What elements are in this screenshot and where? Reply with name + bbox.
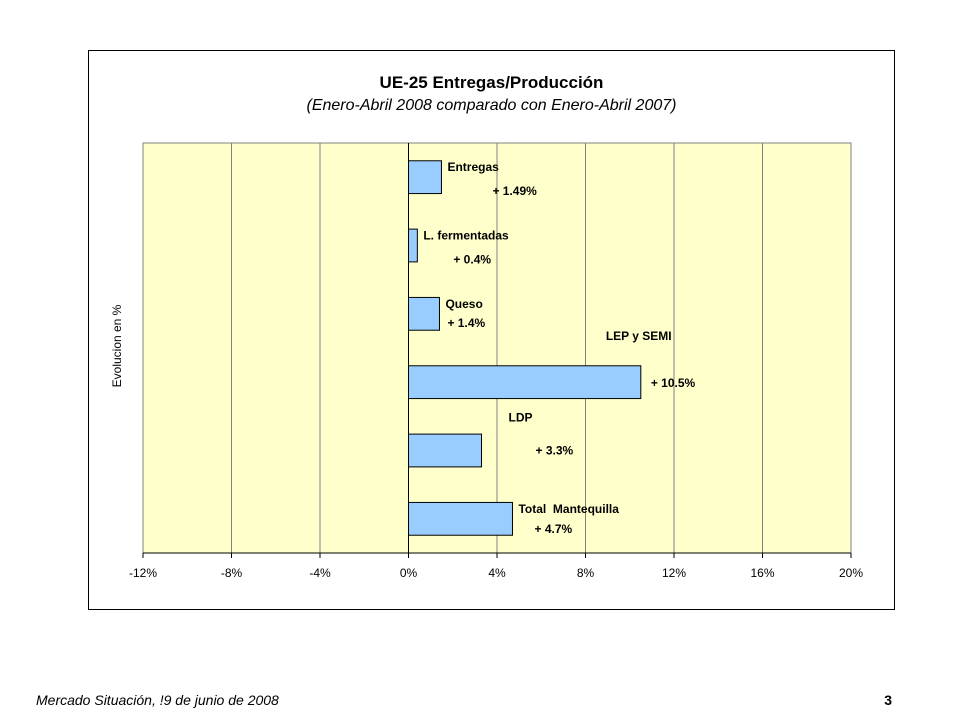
footer-text: Mercado Situación, !9 de junio de 2008 xyxy=(36,692,279,708)
x-tick-label: -4% xyxy=(309,566,331,580)
x-tick-label: 20% xyxy=(839,566,863,580)
category-label: LDP xyxy=(509,411,533,425)
chart-title: UE-25 Entregas/Producción xyxy=(379,73,604,92)
x-tick-label: 16% xyxy=(750,566,774,580)
x-tick-label: 8% xyxy=(577,566,595,580)
data-label: + 1.4% xyxy=(447,316,485,330)
data-label: + 10.5% xyxy=(651,376,696,390)
category-label: Entregas xyxy=(447,160,499,174)
x-tick-label: -8% xyxy=(221,566,243,580)
data-label: + 3.3% xyxy=(536,444,574,458)
x-tick-label: -12% xyxy=(129,566,157,580)
x-tick-label: 4% xyxy=(488,566,506,580)
category-label: Queso xyxy=(445,297,482,311)
category-label: L. fermentadas xyxy=(423,229,509,243)
data-label: + 1.49% xyxy=(492,184,537,198)
data-label: + 0.4% xyxy=(453,253,491,267)
bar xyxy=(408,160,442,195)
x-tick-label: 12% xyxy=(662,566,686,580)
x-tick-label: 0% xyxy=(400,566,418,580)
page-number: 3 xyxy=(884,692,892,708)
chart-subtitle: (Enero-Abril 2008 comparado con Enero-Ab… xyxy=(306,97,677,114)
bar xyxy=(408,365,642,400)
category-label: LEP y SEMI xyxy=(606,329,672,343)
data-label: + 4.7% xyxy=(534,522,572,536)
bar xyxy=(408,296,440,331)
bar xyxy=(408,501,513,536)
bar xyxy=(408,228,418,263)
category-label: Total Mantequilla xyxy=(518,502,619,516)
bar xyxy=(408,433,483,468)
